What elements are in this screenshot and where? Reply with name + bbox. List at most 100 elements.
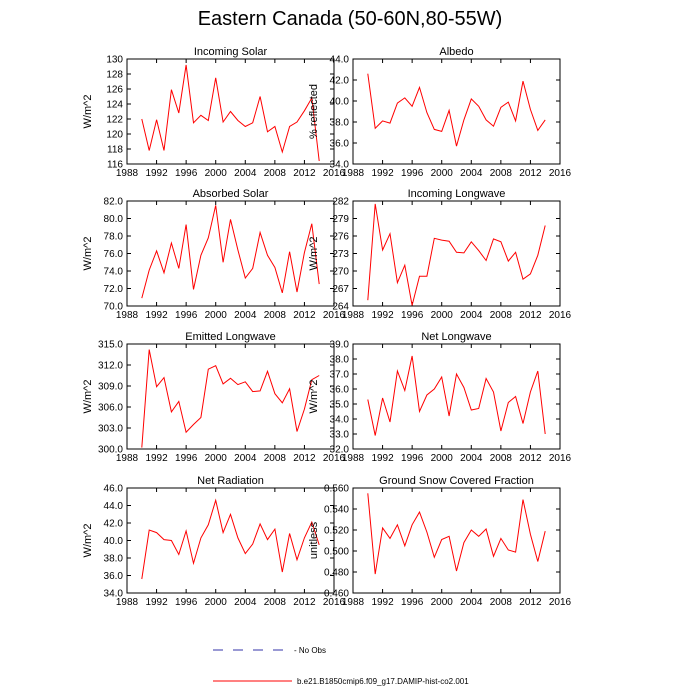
- x-tick-label: 1988: [342, 310, 365, 321]
- y-tick-label: 80.0: [104, 214, 124, 225]
- x-tick-label: 1988: [342, 168, 365, 179]
- y-axis-label: % reflected: [308, 84, 320, 139]
- y-tick-label: 32.0: [330, 445, 350, 456]
- y-tick-label: 0.460: [324, 589, 349, 600]
- y-tick-label: 315.0: [98, 340, 123, 351]
- x-tick-label: 2000: [431, 597, 454, 608]
- y-tick-label: 0.540: [324, 505, 349, 516]
- y-axis-label: W/m^2: [308, 237, 320, 271]
- y-tick-label: 312.0: [98, 361, 123, 372]
- x-tick-label: 2004: [460, 168, 483, 179]
- y-tick-label: 40.0: [104, 536, 124, 547]
- plot-frame: [352, 200, 561, 307]
- series-line: [367, 203, 546, 306]
- y-tick-label: 270: [332, 267, 349, 278]
- y-tick-label: 122: [106, 115, 123, 126]
- x-tick-label: 2012: [519, 310, 542, 321]
- x-tick-label: 1996: [175, 168, 198, 179]
- chart-panel: Net Longwave W/m^2 1988 1992 1996 2000 2004 200…: [308, 331, 572, 464]
- y-tick-label: 126: [106, 85, 123, 96]
- x-tick-label: 2004: [234, 453, 257, 464]
- y-tick-label: 267: [332, 284, 349, 295]
- x-tick-label: 1992: [145, 597, 168, 608]
- x-tick-label: 2000: [431, 310, 454, 321]
- x-tick-label: 2012: [293, 310, 316, 321]
- plot-frame: [126, 58, 335, 165]
- x-tick-label: 2016: [549, 310, 572, 321]
- y-tick-label: 36.0: [330, 385, 350, 396]
- y-tick-label: 0.500: [324, 547, 349, 558]
- x-tick-label: 2000: [205, 168, 228, 179]
- y-tick-label: 282: [332, 197, 349, 208]
- y-tick-label: 38.0: [330, 355, 350, 366]
- y-tick-label: 264: [332, 302, 349, 313]
- main-title: Eastern Canada (50-60N,80-55W): [197, 8, 503, 30]
- x-tick-label: 1996: [401, 168, 424, 179]
- x-tick-label: 2008: [490, 168, 513, 179]
- plot-frame: [126, 343, 335, 450]
- chart-panel: Albedo % reflected 1988 1992 1996 2000 2004 200…: [308, 46, 572, 179]
- x-tick-label: 2016: [323, 168, 346, 179]
- chart-panel: Net Radiation W/m^2 1988 1992 1996 2000 2004 20…: [82, 475, 346, 608]
- panels-group: Incoming Solar W/m^2 1988 1992 1996 2000 2004 2…: [82, 46, 572, 608]
- y-tick-label: 33.0: [330, 430, 350, 441]
- y-tick-label: 120: [106, 130, 123, 141]
- x-tick-label: 1992: [371, 453, 394, 464]
- panel-title: Incoming Solar: [194, 46, 268, 58]
- chart-panel: Incoming Longwave W/m^2 1988 1992 1996 2000 20…: [308, 188, 572, 321]
- x-tick-label: 2016: [549, 453, 572, 464]
- plot-frame: [126, 487, 335, 594]
- y-tick-label: 36.0: [104, 571, 124, 582]
- y-tick-label: 0.560: [324, 484, 349, 495]
- x-tick-label: 2008: [264, 310, 287, 321]
- x-tick-label: 1992: [371, 168, 394, 179]
- y-tick-label: 76.0: [104, 249, 124, 260]
- y-tick-label: 128: [106, 70, 123, 81]
- x-tick-label: 1992: [145, 168, 168, 179]
- panel-title: Incoming Longwave: [408, 188, 506, 200]
- x-tick-label: 2016: [549, 168, 572, 179]
- y-axis-label: W/m^2: [82, 380, 94, 414]
- x-tick-label: 2016: [323, 453, 346, 464]
- y-tick-label: 38.0: [104, 554, 124, 565]
- x-tick-label: 1992: [145, 453, 168, 464]
- x-tick-label: 2012: [519, 453, 542, 464]
- x-tick-label: 1996: [401, 310, 424, 321]
- x-tick-label: 1988: [342, 597, 365, 608]
- panel-title: Net Radiation: [197, 475, 264, 487]
- x-tick-label: 1992: [371, 310, 394, 321]
- x-tick-label: 2012: [293, 453, 316, 464]
- x-tick-label: 2004: [460, 597, 483, 608]
- x-tick-label: 2016: [323, 597, 346, 608]
- y-tick-label: 309.0: [98, 382, 123, 393]
- chart-panel: Emitted Longwave W/m^2 1988 1992 1996 2000 200…: [82, 331, 346, 464]
- x-tick-label: 1996: [401, 453, 424, 464]
- y-tick-label: 70.0: [104, 302, 124, 313]
- y-axis-label: W/m^2: [82, 237, 94, 271]
- x-tick-label: 1996: [175, 597, 198, 608]
- series-line: [367, 493, 546, 575]
- chart-panel: Absorbed Solar W/m^2 1988 1992 1996 2000 2004 2…: [82, 188, 346, 321]
- y-tick-label: 273: [332, 249, 349, 260]
- y-tick-label: 38.0: [330, 118, 350, 129]
- y-tick-label: 303.0: [98, 424, 123, 435]
- y-tick-label: 116: [107, 160, 123, 171]
- y-tick-label: 0.520: [324, 526, 349, 537]
- plot-frame: [126, 200, 335, 307]
- y-tick-label: 40.0: [330, 97, 350, 108]
- x-tick-label: 2012: [293, 168, 316, 179]
- x-tick-label: 2000: [431, 453, 454, 464]
- plot-frame: [352, 487, 561, 594]
- y-tick-label: 44.0: [330, 55, 350, 66]
- y-tick-label: 39.0: [330, 340, 350, 351]
- x-tick-label: 2012: [519, 168, 542, 179]
- legend-no-obs-label: - No Obs: [294, 646, 326, 655]
- x-tick-label: 2004: [234, 168, 257, 179]
- plot-frame: [352, 58, 561, 165]
- y-tick-label: 279: [332, 214, 349, 225]
- x-tick-label: 2000: [205, 310, 228, 321]
- panel-title: Ground Snow Covered Fraction: [379, 475, 534, 487]
- series-line: [141, 498, 320, 580]
- y-axis-label: unitless: [308, 521, 320, 559]
